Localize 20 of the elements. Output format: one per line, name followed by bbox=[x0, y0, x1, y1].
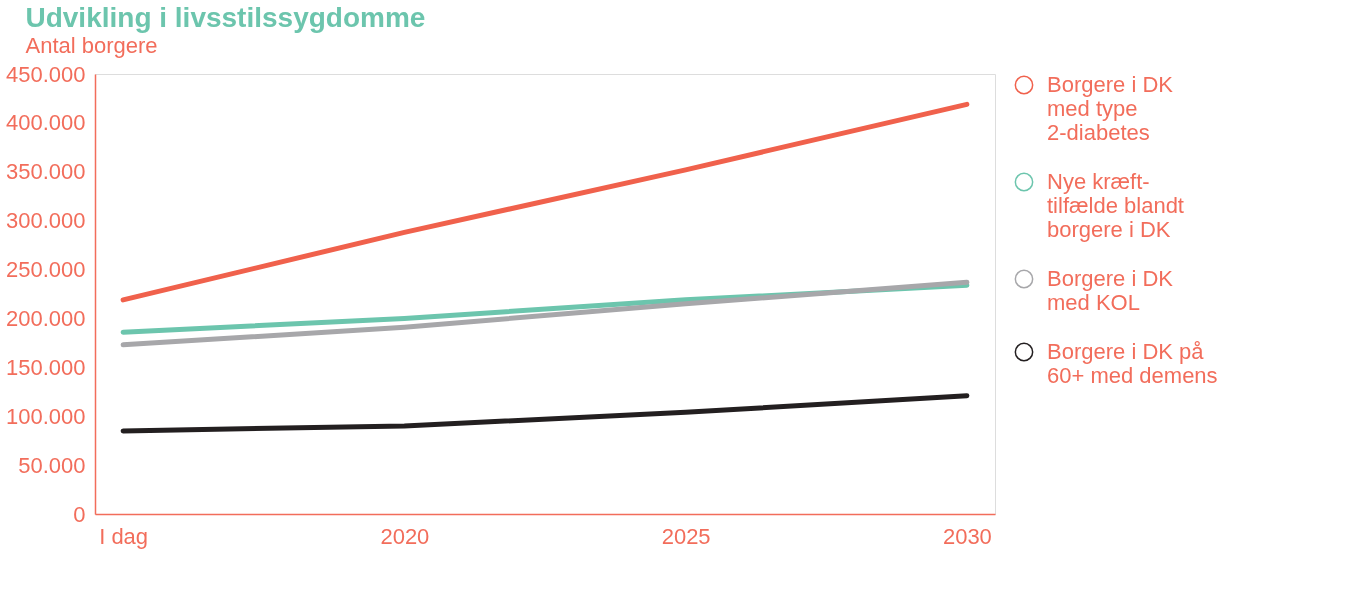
y-tick-label: 250.000 bbox=[5, 257, 86, 283]
x-tick-label: 2025 bbox=[661, 523, 711, 549]
y-tick-label: 150.000 bbox=[5, 354, 86, 380]
y-tick-label: 0 bbox=[73, 501, 86, 527]
chart-title: Udvikling i livsstilssygdomme bbox=[25, 2, 426, 33]
legend-label: Nye kræft-tilfælde blandt borgere i DK bbox=[1047, 169, 1184, 242]
chart-subtitle: Antal borgere bbox=[25, 33, 158, 58]
y-tick-label: 350.000 bbox=[5, 159, 86, 185]
y-tick-label: 100.000 bbox=[5, 403, 86, 429]
x-tick-label: 2020 bbox=[380, 523, 430, 549]
legend-label: Borgere i DK med KOL bbox=[1047, 266, 1174, 315]
x-tick-label: I dag bbox=[99, 523, 149, 549]
y-tick-label: 400.000 bbox=[5, 110, 86, 136]
x-tick-label: 2030 bbox=[942, 523, 992, 549]
legend-label: Borgere i DK på 60+ med demens bbox=[1047, 339, 1218, 388]
legend-label: Borgere i DK med type 2-diabetes bbox=[1047, 72, 1174, 145]
y-tick-label: 450.000 bbox=[5, 61, 86, 87]
y-tick-label: 50.000 bbox=[18, 452, 86, 478]
y-tick-label: 300.000 bbox=[5, 208, 86, 234]
y-tick-label: 200.000 bbox=[5, 305, 86, 331]
